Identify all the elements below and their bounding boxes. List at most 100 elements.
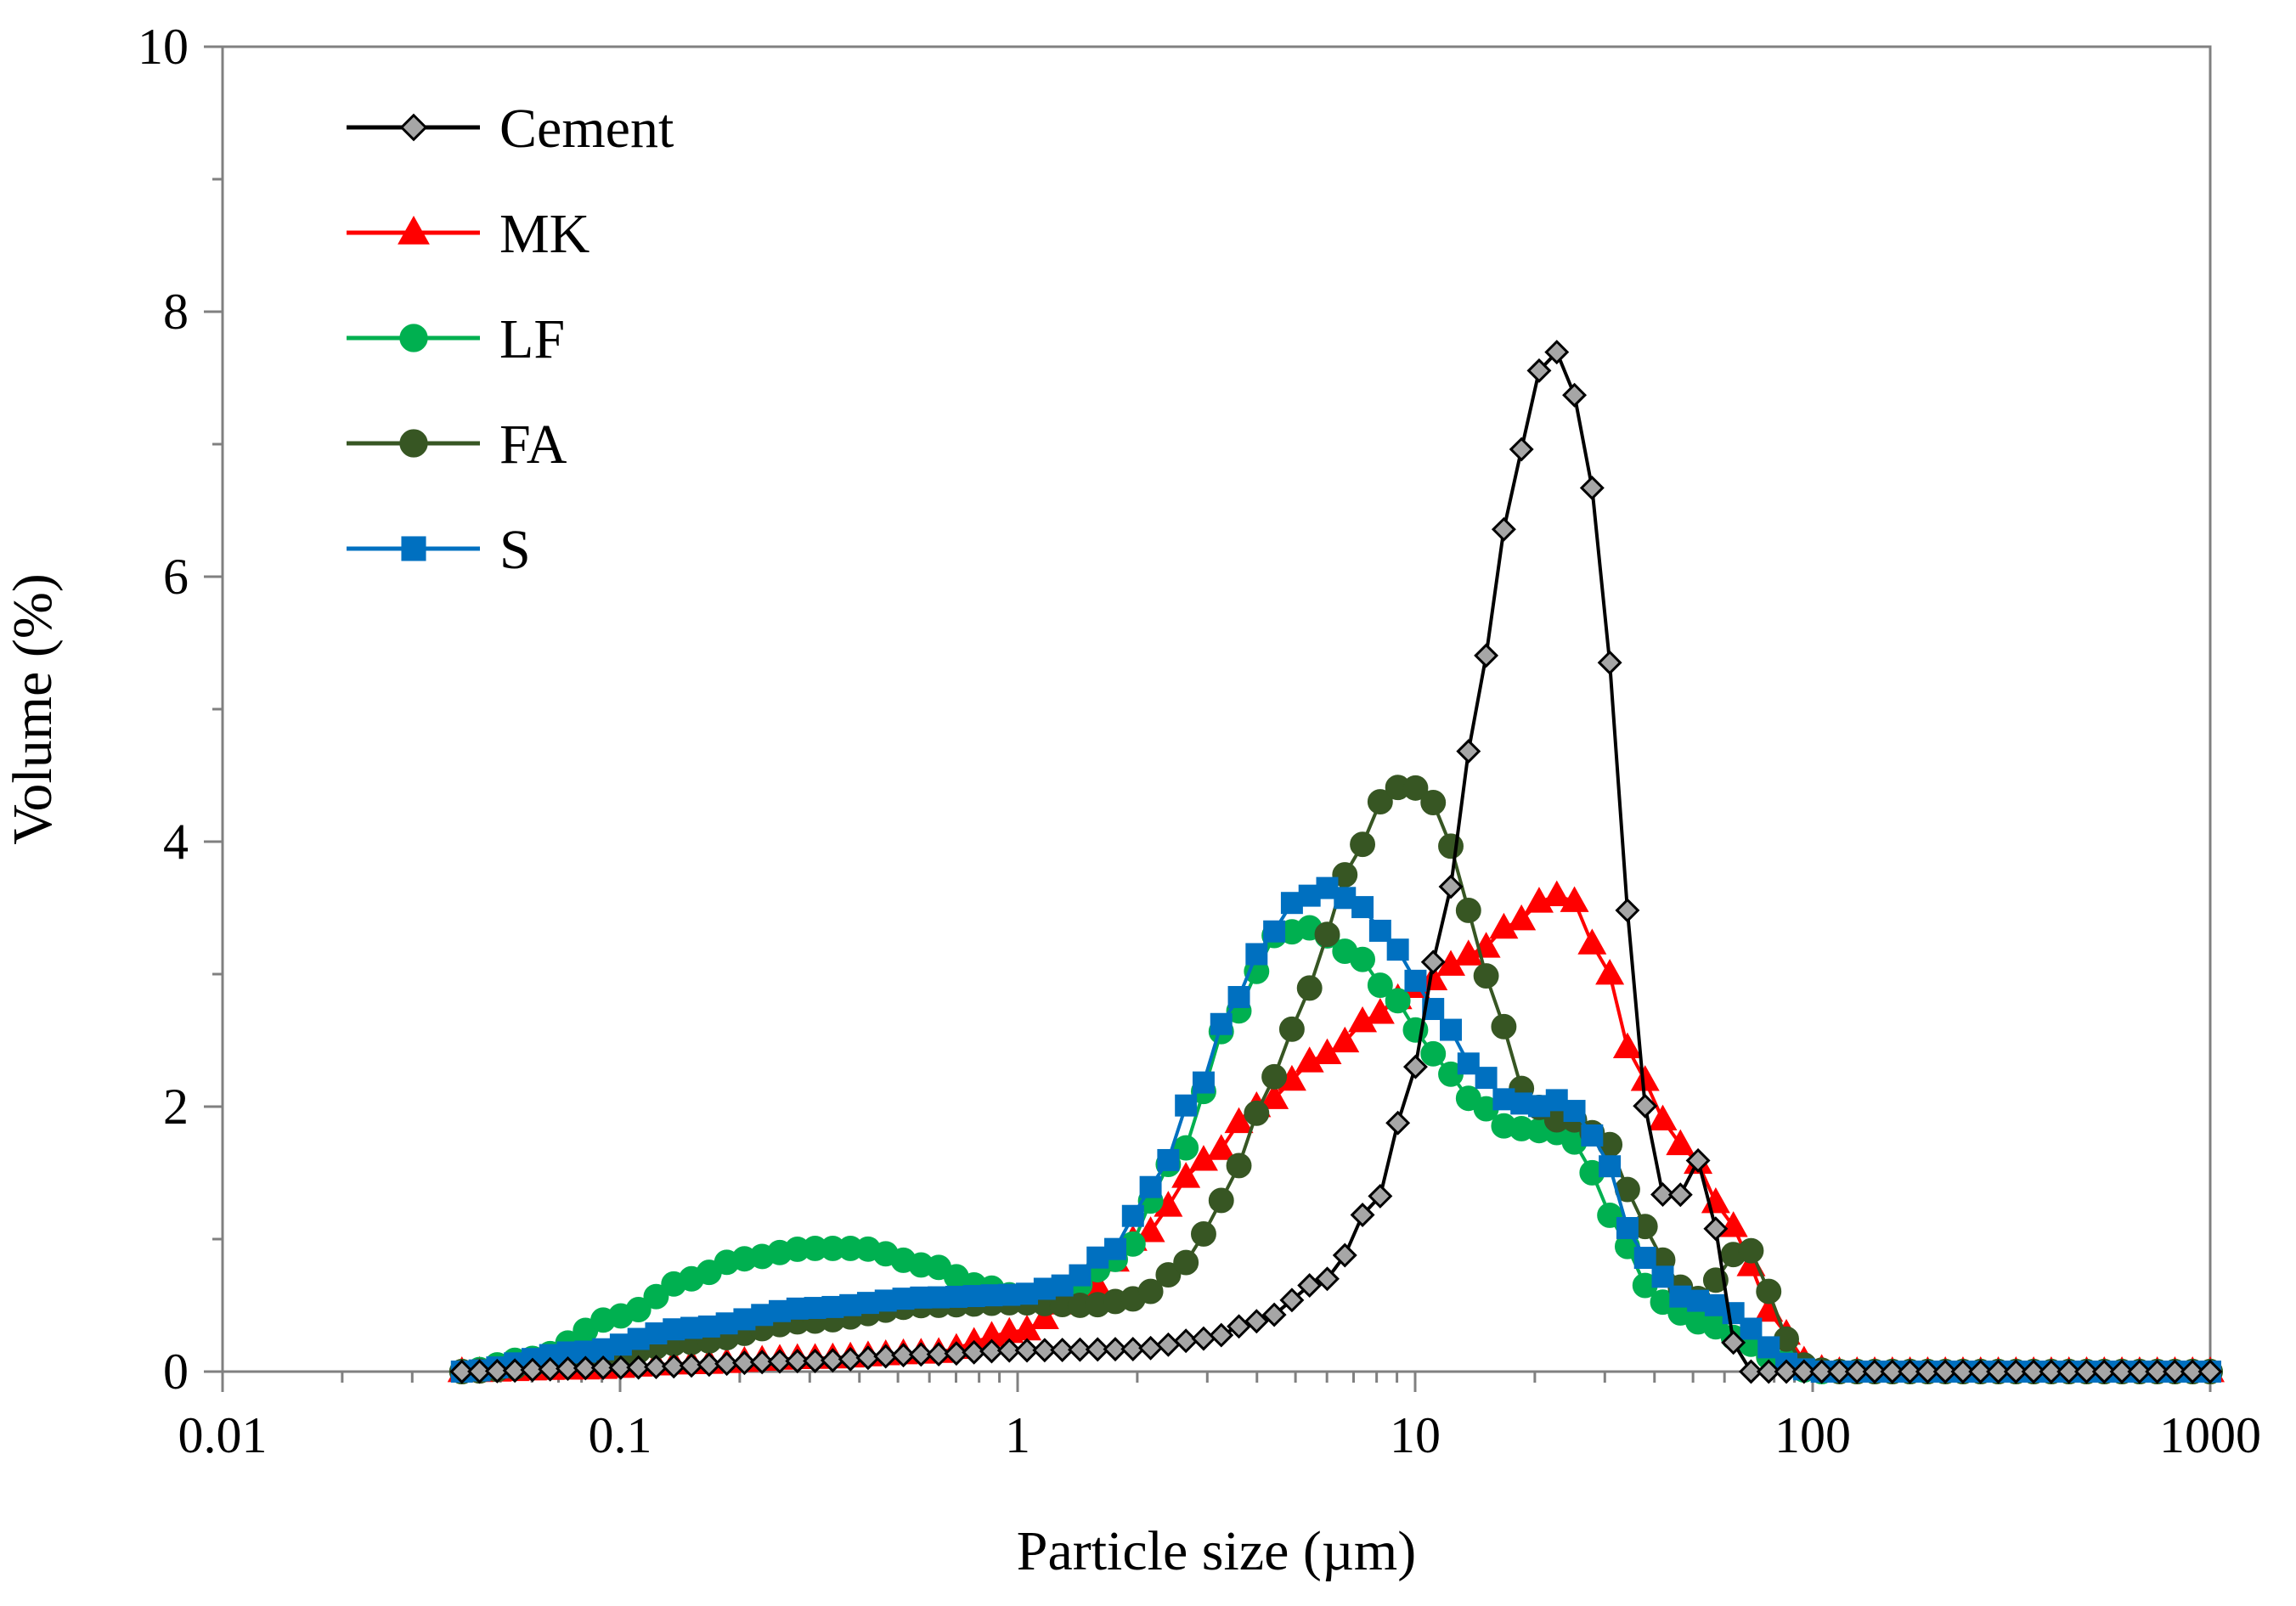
data-point-fa [1491, 1013, 1517, 1040]
legend-label-lf: LF [499, 308, 565, 370]
data-point-mk [1577, 928, 1607, 955]
data-point-cement [608, 1355, 634, 1380]
y-tick-label: 8 [163, 284, 189, 340]
data-point-cement [749, 1350, 775, 1375]
data-point-cement [1085, 1337, 1110, 1362]
data-point-s [1633, 1247, 1656, 1270]
data-point-cement [2180, 1359, 2205, 1384]
legend-item-cement: Cement [347, 98, 674, 160]
data-point-cement [1491, 516, 1516, 542]
data-point-mk [1171, 1162, 1201, 1188]
data-point-cement [838, 1346, 863, 1372]
data-point-cement [1315, 1266, 1340, 1292]
data-point-fa [1350, 831, 1376, 858]
data-point-cement [1703, 1216, 1729, 1242]
legend-item-mk: MK [347, 203, 590, 265]
data-point-cement [803, 1349, 828, 1373]
x-tick-label: 100 [1774, 1407, 1851, 1463]
data-point-cement [2091, 1359, 2117, 1384]
data-point-cement [520, 1357, 545, 1383]
data-point-cement [697, 1352, 722, 1378]
data-point-mk [1507, 904, 1537, 931]
data-point-cement [1032, 1338, 1058, 1363]
data-point-fa [1278, 1016, 1305, 1042]
series-s [450, 876, 2221, 1383]
legend-marker-lf [399, 324, 428, 352]
data-point-cement [944, 1341, 969, 1367]
series-layer [447, 340, 2225, 1384]
data-point-cement [1509, 437, 1534, 462]
data-point-cement [2127, 1359, 2152, 1384]
data-point-cement [1898, 1359, 1923, 1384]
data-point-mk [1206, 1134, 1236, 1160]
data-point-cement [1650, 1182, 1675, 1207]
data-point-s [1263, 920, 1286, 943]
data-point-cement [1968, 1359, 1994, 1384]
data-point-mk [1365, 998, 1395, 1024]
data-point-fa [1244, 1100, 1270, 1126]
data-point-cement [573, 1355, 598, 1381]
data-point-fa [1438, 833, 1464, 859]
data-point-mk [1718, 1211, 1748, 1237]
data-point-fa [1191, 1221, 1216, 1247]
data-point-s [1245, 943, 1268, 966]
data-point-fa [1738, 1237, 1764, 1264]
data-point-mk [1666, 1129, 1695, 1156]
legend-item-s: S [347, 519, 531, 581]
x-tick-label: 10 [1390, 1407, 1441, 1463]
data-point-cement [1579, 476, 1605, 500]
data-point-s [1121, 1204, 1144, 1227]
data-point-cement [1368, 1183, 1393, 1209]
data-point-cement [449, 1359, 475, 1384]
data-point-cement [484, 1358, 510, 1383]
x-tick-label: 1 [1005, 1407, 1030, 1463]
data-point-s [1351, 896, 1374, 919]
x-tick-label: 0.1 [589, 1407, 652, 1463]
legend-marker-s [401, 536, 426, 561]
data-point-cement [2145, 1359, 2170, 1384]
y-tick-label: 0 [163, 1344, 189, 1400]
data-point-cement [502, 1358, 527, 1383]
data-point-cement [1103, 1337, 1128, 1362]
legend-label-mk: MK [499, 203, 590, 265]
data-point-cement [1050, 1338, 1075, 1363]
data-point-cement [1880, 1359, 1905, 1384]
data-point-cement [767, 1349, 793, 1374]
data-point-cement [1986, 1359, 2011, 1384]
data-point-cement [1544, 340, 1570, 365]
data-point-mk [1648, 1104, 1678, 1130]
data-point-s [1651, 1265, 1674, 1288]
data-point-s [1581, 1124, 1604, 1147]
data-point-cement [2197, 1359, 2223, 1384]
data-point-s [1563, 1100, 1586, 1123]
legend-marker-mk [398, 215, 430, 245]
data-point-cement [1420, 950, 1446, 975]
data-point-cement [1844, 1359, 1870, 1384]
data-point-cement [661, 1354, 686, 1379]
data-point-s [1599, 1155, 1622, 1178]
data-point-cement [1667, 1182, 1693, 1208]
data-point-cement [1774, 1359, 1799, 1384]
data-point-cement [2003, 1359, 2028, 1384]
data-point-mk [1612, 1032, 1642, 1059]
data-point-lf [1385, 988, 1411, 1014]
data-point-cement [556, 1356, 580, 1381]
data-point-cement [1297, 1273, 1323, 1298]
data-point-mk [1542, 880, 1571, 907]
data-point-fa [1402, 775, 1429, 801]
data-point-cement [1227, 1314, 1252, 1339]
x-tick-label: 1000 [2159, 1407, 2261, 1463]
data-point-cement [714, 1351, 740, 1377]
data-point-cement [1014, 1338, 1040, 1363]
y-tick-label: 10 [138, 19, 189, 75]
data-point-cement [979, 1338, 1004, 1364]
data-point-fa [1367, 789, 1393, 815]
data-point-s [1368, 919, 1391, 942]
legend: Cement MK LF FA S [347, 98, 674, 581]
data-point-cement [538, 1356, 563, 1382]
data-point-cement [1685, 1147, 1711, 1173]
data-point-cement [908, 1342, 934, 1367]
